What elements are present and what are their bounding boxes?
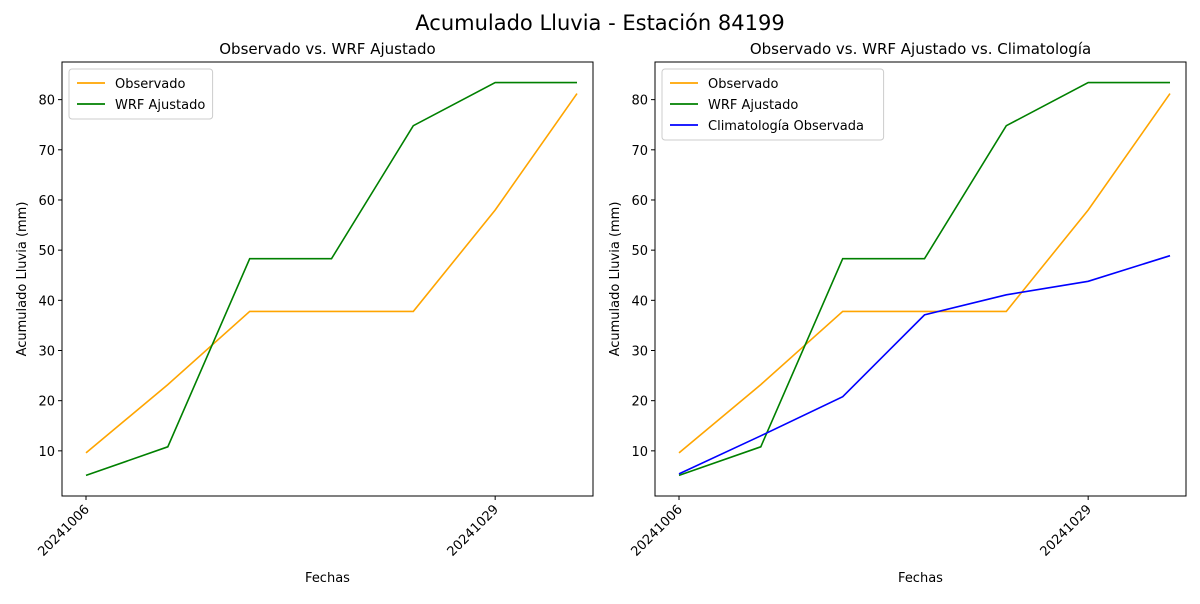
y-tick-label: 50 (38, 244, 55, 259)
y-tick-label: 40 (38, 294, 55, 309)
legend: Observado WRF Ajustado Climatología Observ… (661, 68, 885, 141)
y-tick-label: 70 (38, 144, 55, 159)
y-axis-label: Acumulado Lluvia (mm) (15, 202, 30, 357)
plot-frame (61, 61, 594, 497)
x-axis-label: Fechas (898, 571, 943, 586)
chart-panel-1: 10 20 30 40 50 60 70 80 20241006 20241029 Observad… (15, 40, 594, 586)
chart-panel-2: 10 20 30 40 50 60 70 80 20241006 20241029 Observad… (608, 40, 1187, 586)
series-line-1 (678, 93, 1171, 454)
legend-entry: Observado (708, 77, 779, 92)
x-tick-label: 20241006 (628, 502, 685, 559)
figure-title: Acumulado Lluvia - Estación 84199 (415, 11, 784, 35)
legend-entry: Climatología Observada (708, 119, 864, 134)
y-axis-label: Acumulado Lluvia (mm) (608, 202, 623, 357)
chart-title: Observado vs. WRF Ajustado vs. Climatolo… (750, 40, 1091, 58)
x-axis-label: Fechas (305, 571, 350, 586)
y-tick-label: 80 (38, 94, 55, 109)
y-tick-label: 50 (631, 244, 648, 259)
y-tick-label: 30 (631, 344, 648, 359)
x-tick-label: 20241029 (1038, 502, 1095, 559)
series-line-2 (678, 81, 1170, 477)
series-line-2 (85, 81, 577, 477)
series-line-3 (678, 254, 1171, 475)
legend-box (68, 68, 214, 120)
y-tick-label: 10 (38, 445, 55, 460)
legend-box (661, 68, 885, 141)
y-tick-label: 30 (38, 344, 55, 359)
chart-title: Observado vs. WRF Ajustado (219, 40, 435, 58)
y-tick-label: 20 (631, 395, 648, 410)
legend-entry: WRF Ajustado (708, 98, 798, 113)
y-tick-label: 80 (631, 94, 648, 109)
y-tick-label: 60 (631, 194, 648, 209)
y-tick-label: 70 (631, 144, 648, 159)
plot-frame (654, 61, 1187, 497)
y-tick-label: 10 (631, 445, 648, 460)
legend-entry: Observado (115, 77, 186, 92)
series-line-1 (85, 93, 578, 454)
y-tick-label: 20 (38, 395, 55, 410)
x-tick-label: 20241006 (35, 502, 92, 559)
legend-entry: WRF Ajustado (115, 98, 205, 113)
y-tick-label: 40 (631, 294, 648, 309)
y-tick-label: 60 (38, 194, 55, 209)
legend: Observado WRF Ajustado (68, 68, 214, 120)
x-tick-label: 20241029 (445, 502, 502, 559)
